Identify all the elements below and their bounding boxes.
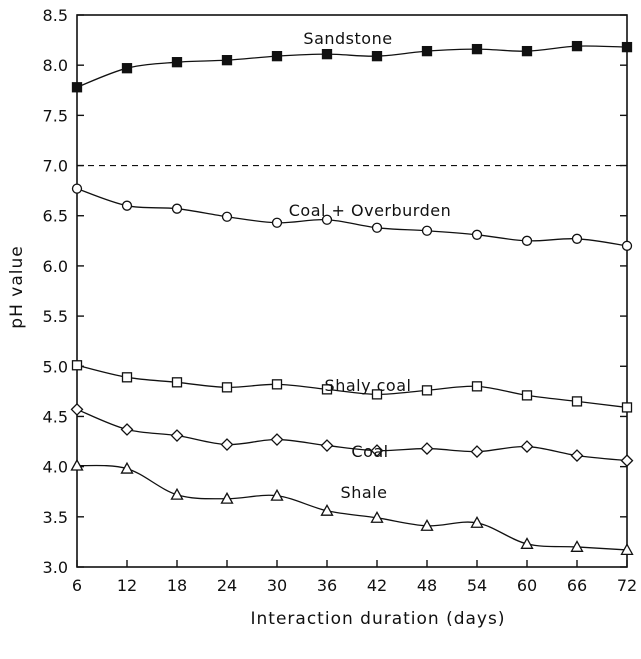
x-tick-label: 30 xyxy=(267,576,287,595)
data-point-sandstone xyxy=(121,63,133,74)
series-label-shaly-coal: Shaly coal xyxy=(325,376,412,395)
data-point-coal-overburden xyxy=(421,225,433,236)
data-point-sandstone xyxy=(571,40,583,52)
x-tick-label: 42 xyxy=(367,576,387,595)
data-point-sandstone xyxy=(271,50,283,62)
y-tick-label: 3.0 xyxy=(43,558,68,577)
data-point-shale xyxy=(220,491,234,504)
data-point-shale xyxy=(520,537,534,549)
data-point-shaly-coal xyxy=(171,377,183,388)
data-point-sandstone xyxy=(321,48,333,60)
data-point-coal-overburden xyxy=(571,233,583,244)
data-point-shaly-coal xyxy=(471,381,483,392)
y-tick-label: 7.5 xyxy=(43,106,68,125)
data-point-coal xyxy=(170,429,184,442)
data-point-coal-overburden xyxy=(471,229,483,240)
x-tick-label: 24 xyxy=(217,576,237,595)
data-point-coal-overburden xyxy=(621,240,633,251)
data-point-sandstone xyxy=(521,45,533,57)
data-point-coal xyxy=(570,449,584,463)
x-tick-label: 66 xyxy=(567,576,587,595)
y-tick-label: 6.5 xyxy=(43,207,68,226)
data-point-coal xyxy=(520,440,534,453)
data-point-shale xyxy=(570,540,584,552)
data-point-shaly-coal xyxy=(371,389,383,400)
y-tick-label: 7.0 xyxy=(43,157,68,176)
data-point-sandstone xyxy=(71,82,83,93)
data-point-shaly-coal xyxy=(571,396,583,407)
data-point-coal xyxy=(70,403,84,416)
data-point-coal xyxy=(270,433,284,446)
x-tick-label: 18 xyxy=(167,576,187,595)
series-label-shale: Shale xyxy=(341,483,388,502)
data-point-coal-overburden xyxy=(221,211,233,222)
y-tick-label: 5.0 xyxy=(43,357,68,376)
series-label-coal: Coal xyxy=(351,442,388,461)
data-point-sandstone xyxy=(421,45,433,57)
data-point-coal-overburden xyxy=(121,200,133,211)
data-point-shaly-coal xyxy=(421,385,433,396)
data-point-shaly-coal xyxy=(71,360,83,371)
data-point-coal xyxy=(470,445,484,459)
data-point-coal-overburden xyxy=(171,203,183,214)
x-tick-label: 36 xyxy=(317,576,337,595)
data-point-shaly-coal xyxy=(271,379,283,390)
data-point-coal-overburden xyxy=(371,222,383,233)
data-point-shaly-coal xyxy=(621,402,633,413)
data-point-shaly-coal xyxy=(321,384,333,395)
data-point-shaly-coal xyxy=(221,382,233,393)
data-point-shale xyxy=(420,519,434,531)
x-tick-label: 12 xyxy=(117,576,137,595)
data-point-sandstone xyxy=(171,57,183,68)
data-point-sandstone xyxy=(471,43,483,55)
data-point-coal-overburden xyxy=(271,217,283,228)
series-label-coal-overburden: Coal + Overburden xyxy=(289,201,452,220)
data-point-shaly-coal xyxy=(521,390,533,401)
data-point-shale xyxy=(370,510,384,523)
series-labels: Sandstone Coal + Overburden Shaly coal C… xyxy=(289,29,452,502)
data-point-sandstone xyxy=(621,41,633,53)
y-tick-label: 6.0 xyxy=(43,257,68,276)
data-point-coal xyxy=(120,423,134,436)
x-tick-label: 48 xyxy=(417,576,437,595)
x-tick-label: 72 xyxy=(617,576,637,595)
y-tick-label: 8.5 xyxy=(43,6,68,25)
data-point-coal xyxy=(420,442,434,455)
plot-frame xyxy=(76,14,628,568)
data-point-shale xyxy=(270,488,284,501)
y-tick-label: 5.5 xyxy=(43,307,68,326)
series-label-sandstone: Sandstone xyxy=(303,29,392,48)
data-point-coal xyxy=(620,454,634,468)
data-point-coal xyxy=(320,439,334,452)
data-point-sandstone xyxy=(371,50,383,62)
data-point-shale xyxy=(120,461,134,474)
y-axis-title: pH value xyxy=(7,245,27,328)
data-point-coal-overburden xyxy=(71,183,83,194)
data-point-shale xyxy=(470,516,484,528)
data-point-coal xyxy=(370,444,384,457)
x-tick-label: 60 xyxy=(517,576,537,595)
y-tick-label: 4.0 xyxy=(43,458,68,477)
y-tick-label: 8.0 xyxy=(43,56,68,75)
data-point-coal-overburden xyxy=(521,235,533,246)
x-tick-label: 6 xyxy=(72,576,82,595)
data-point-sandstone xyxy=(221,55,233,66)
y-tick-label: 3.5 xyxy=(43,508,68,527)
data-point-shale xyxy=(320,503,334,516)
data-point-coal xyxy=(220,438,234,451)
data-point-shale xyxy=(70,458,84,471)
data-point-coal-overburden xyxy=(321,214,333,225)
data-point-shaly-coal xyxy=(121,372,133,383)
data-point-shale xyxy=(170,487,184,500)
y-tick-label: 4.5 xyxy=(43,407,68,426)
data-point-shale xyxy=(620,543,634,555)
x-axis-title: Interaction duration (days) xyxy=(251,609,506,629)
x-tick-label: 54 xyxy=(467,576,487,595)
